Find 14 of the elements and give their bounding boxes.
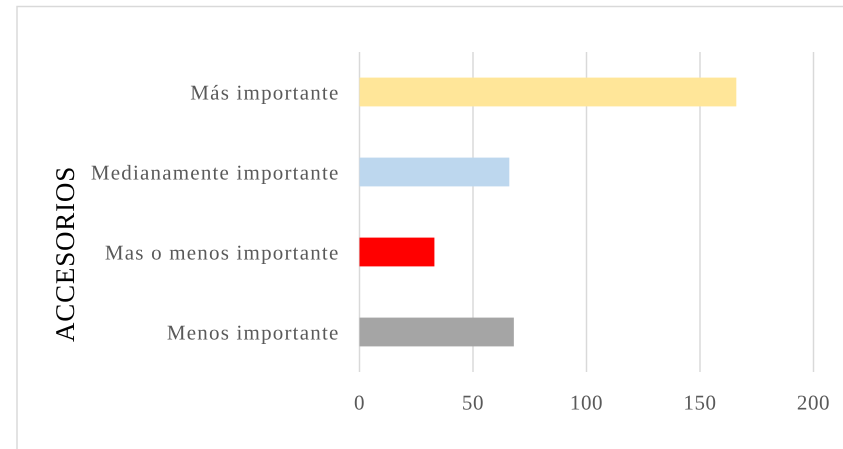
x-tick-label: 50 <box>462 390 484 414</box>
bar <box>360 318 514 346</box>
y-axis-title: ACCESORIOS <box>50 166 80 342</box>
x-tick-label: 200 <box>796 390 830 414</box>
y-tick-label: Mas o menos importante <box>104 240 340 264</box>
bar <box>360 78 736 106</box>
x-tick-label: 0 <box>354 390 366 414</box>
bar <box>360 238 434 266</box>
y-tick-label: Más importante <box>190 80 340 104</box>
y-tick-label: Medianamente importante <box>90 160 340 184</box>
x-tick-label: 100 <box>570 390 604 414</box>
bar <box>360 158 510 186</box>
x-tick-label: 150 <box>683 390 717 414</box>
y-tick-label: Menos importante <box>166 320 340 344</box>
